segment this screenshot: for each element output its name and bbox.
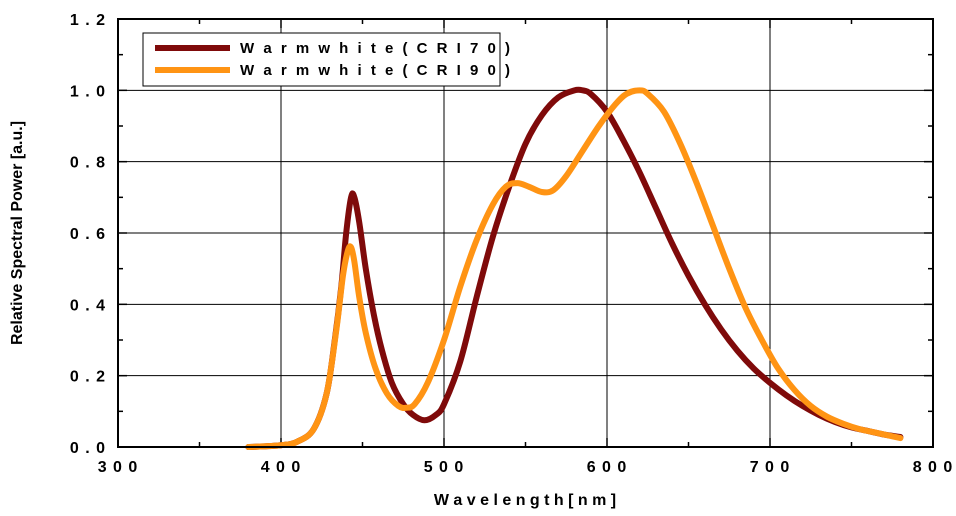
y-tick-label: 0 . 8 — [70, 155, 106, 172]
legend-label-1: W a r m w h i t e ( C R I 7 0 ) — [240, 40, 513, 57]
legend-box — [142, 32, 501, 87]
y-tick-label: 0 . 2 — [70, 369, 106, 386]
series-line-2 — [245, 87, 904, 450]
x-tick-label: 4 0 0 — [261, 459, 302, 476]
legend: W a r m w h i t e ( C R I 7 0 ) W a r m w… — [142, 32, 513, 87]
y-tick-label: 1 . 0 — [70, 83, 106, 100]
series-line-1 — [245, 86, 904, 450]
grid-lines — [118, 19, 933, 447]
y-tick-label: 0 . 4 — [70, 297, 106, 314]
plot-frame — [117, 18, 934, 448]
y-tick-labels: 0 . 0 0 . 2 0 . 4 0 . 6 0 . 8 1 . 0 1 . 2 — [70, 12, 106, 457]
series-layer — [245, 86, 904, 450]
y-tick-label: 0 . 0 — [70, 440, 106, 457]
x-tick-labels: 3 0 0 4 0 0 5 0 0 6 0 0 7 0 0 8 0 0 — [98, 459, 954, 476]
x-tick-label: 8 0 0 — [913, 459, 954, 476]
x-tick-label: 6 0 0 — [587, 459, 628, 476]
x-tick-label: 5 0 0 — [424, 459, 465, 476]
legend-label-2: W a r m w h i t e ( C R I 9 0 ) — [240, 62, 513, 79]
x-tick-label: 7 0 0 — [750, 459, 791, 476]
x-tick-label: 3 0 0 — [98, 459, 139, 476]
x-axis-title: W a v e l e n g t h [ n m ] — [434, 492, 616, 509]
y-tick-label: 0 . 6 — [70, 226, 106, 243]
y-axis-title: Relative Spectral Power [a.u.] — [9, 121, 26, 345]
y-tick-label: 1 . 2 — [70, 12, 106, 29]
